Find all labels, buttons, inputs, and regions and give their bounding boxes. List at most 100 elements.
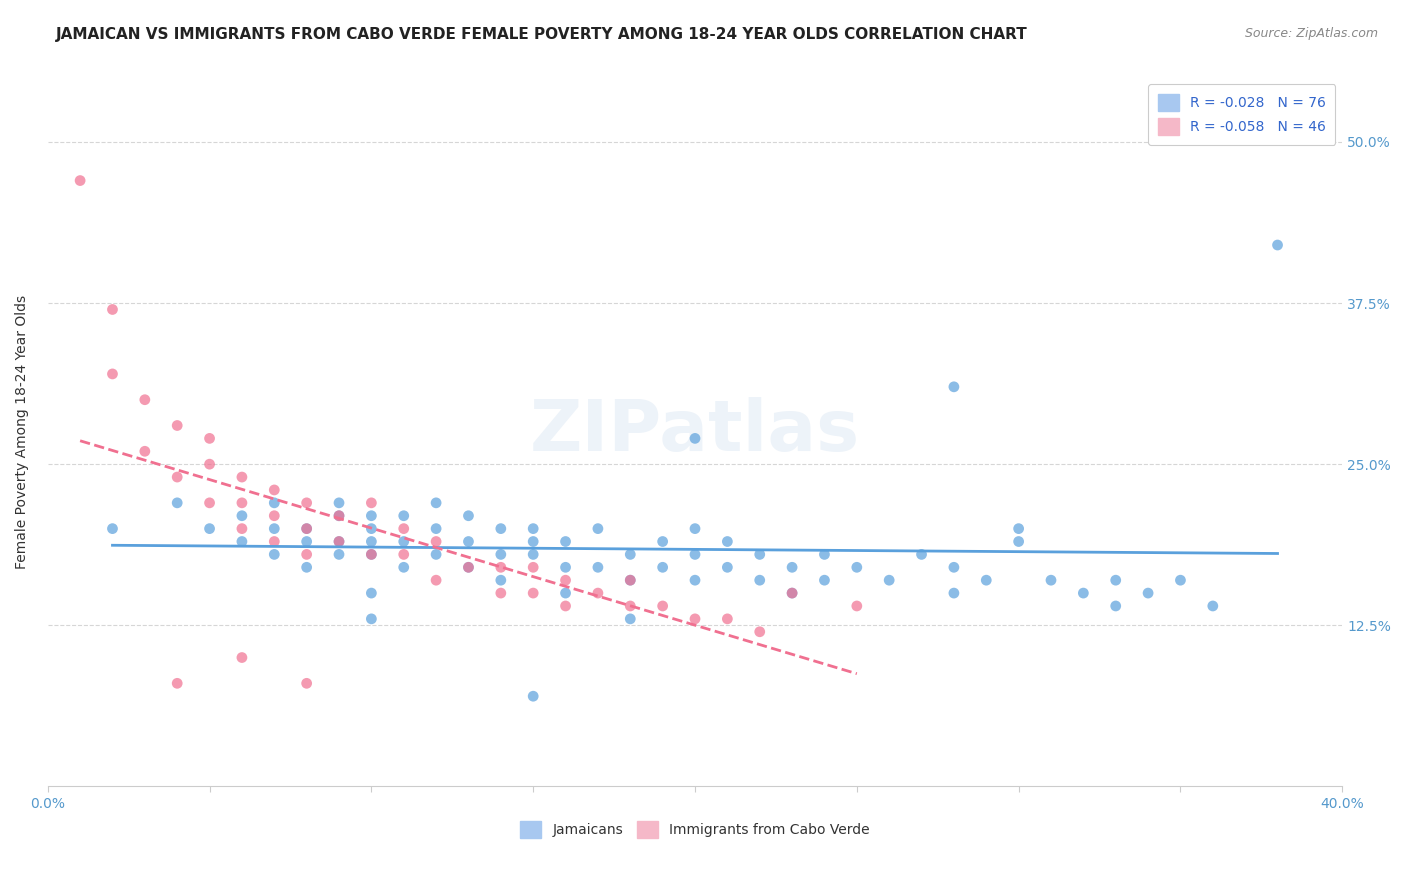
Point <box>328 548 350 562</box>
Point <box>328 508 350 523</box>
Point <box>489 560 512 574</box>
Point <box>1040 573 1063 587</box>
Point <box>231 508 253 523</box>
Point <box>134 392 156 407</box>
Point <box>942 586 965 600</box>
Point <box>295 548 318 562</box>
Point <box>619 599 641 613</box>
Point <box>489 573 512 587</box>
Point <box>166 676 188 690</box>
Point <box>1073 586 1095 600</box>
Point <box>198 457 221 471</box>
Point <box>522 548 544 562</box>
Point <box>619 548 641 562</box>
Point <box>716 612 738 626</box>
Point <box>231 470 253 484</box>
Point <box>360 586 382 600</box>
Point <box>263 496 285 510</box>
Point <box>425 522 447 536</box>
Point <box>263 508 285 523</box>
Point <box>554 573 576 587</box>
Point <box>877 573 900 587</box>
Point <box>489 522 512 536</box>
Point <box>651 560 673 574</box>
Point <box>910 548 932 562</box>
Y-axis label: Female Poverty Among 18-24 Year Olds: Female Poverty Among 18-24 Year Olds <box>15 295 30 569</box>
Point <box>360 548 382 562</box>
Point <box>231 534 253 549</box>
Point <box>586 522 609 536</box>
Point <box>522 560 544 574</box>
Point <box>457 508 479 523</box>
Legend: Jamaicans, Immigrants from Cabo Verde: Jamaicans, Immigrants from Cabo Verde <box>515 815 875 843</box>
Point <box>295 522 318 536</box>
Point <box>263 522 285 536</box>
Point <box>1007 522 1029 536</box>
Point <box>263 483 285 497</box>
Point <box>586 586 609 600</box>
Point <box>134 444 156 458</box>
Text: Source: ZipAtlas.com: Source: ZipAtlas.com <box>1244 27 1378 40</box>
Point <box>845 560 868 574</box>
Point <box>489 586 512 600</box>
Point <box>522 522 544 536</box>
Point <box>457 560 479 574</box>
Point <box>425 573 447 587</box>
Point <box>328 496 350 510</box>
Point <box>780 586 803 600</box>
Point <box>1202 599 1225 613</box>
Point <box>619 573 641 587</box>
Point <box>392 508 415 523</box>
Point <box>231 650 253 665</box>
Point <box>942 380 965 394</box>
Point <box>780 586 803 600</box>
Point <box>263 534 285 549</box>
Point <box>522 690 544 704</box>
Point <box>716 534 738 549</box>
Point <box>392 534 415 549</box>
Point <box>813 573 835 587</box>
Point <box>360 534 382 549</box>
Point <box>748 624 770 639</box>
Point <box>231 496 253 510</box>
Point <box>295 496 318 510</box>
Point <box>942 560 965 574</box>
Point <box>166 496 188 510</box>
Point <box>392 560 415 574</box>
Point <box>683 548 706 562</box>
Point <box>360 548 382 562</box>
Point <box>554 599 576 613</box>
Point <box>1137 586 1160 600</box>
Point <box>619 573 641 587</box>
Point <box>231 522 253 536</box>
Point <box>425 496 447 510</box>
Point <box>1105 599 1128 613</box>
Point <box>198 496 221 510</box>
Point <box>328 534 350 549</box>
Point <box>360 612 382 626</box>
Point <box>1267 238 1289 252</box>
Point <box>522 586 544 600</box>
Point <box>295 534 318 549</box>
Point <box>392 522 415 536</box>
Point <box>489 548 512 562</box>
Point <box>360 508 382 523</box>
Point <box>586 560 609 574</box>
Point <box>716 560 738 574</box>
Text: JAMAICAN VS IMMIGRANTS FROM CABO VERDE FEMALE POVERTY AMONG 18-24 YEAR OLDS CORR: JAMAICAN VS IMMIGRANTS FROM CABO VERDE F… <box>56 27 1028 42</box>
Point <box>813 548 835 562</box>
Point <box>554 560 576 574</box>
Point <box>748 548 770 562</box>
Point <box>166 470 188 484</box>
Point <box>651 534 673 549</box>
Point <box>295 522 318 536</box>
Point <box>683 431 706 445</box>
Point <box>101 522 124 536</box>
Point <box>425 534 447 549</box>
Point <box>1170 573 1192 587</box>
Point <box>295 560 318 574</box>
Point <box>198 522 221 536</box>
Point <box>683 522 706 536</box>
Point <box>101 367 124 381</box>
Point <box>263 548 285 562</box>
